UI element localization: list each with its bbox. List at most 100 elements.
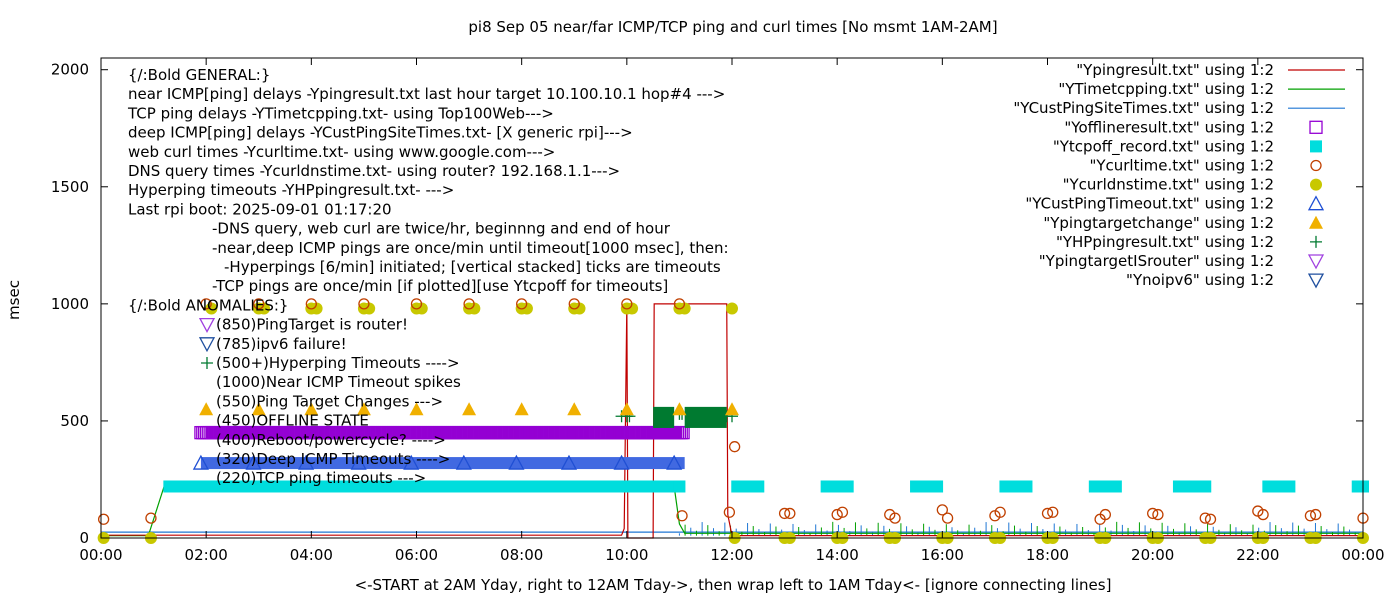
series-ycurldnstime-marker	[258, 302, 271, 315]
series-ycurltime-marker	[1041, 507, 1054, 520]
series-ycurltime-marker	[1147, 507, 1159, 520]
x-tick-label: 10:00	[605, 546, 648, 564]
series-ypingtargetchange-marker	[199, 402, 214, 416]
x-tick-label: 00:00	[1341, 546, 1384, 564]
annotation-line: (850)PingTarget is router!	[216, 316, 408, 334]
annotation-line: -near,deep ICMP pings are once/min until…	[212, 239, 729, 257]
series-ypingtargetchange-marker	[514, 402, 529, 416]
series-ytcpoff-record-marker	[820, 480, 854, 493]
legend-label: "YCustPingTimeout.txt" using 1:2	[1025, 195, 1274, 213]
annotation-line: Last rpi boot: 2025-09-01 01:17:20	[128, 200, 392, 218]
legend-label: "Ytcpoff_record.txt" using 1:2	[1053, 137, 1274, 156]
series-ycurltime-marker	[784, 507, 796, 520]
y-tick-label: 500	[60, 412, 89, 430]
series-ycurldnstime-marker	[726, 302, 738, 315]
series-ycustpingtimeout-marker	[560, 454, 578, 470]
series-ycurltime-marker	[97, 513, 110, 525]
series-ytcpoff-record-marker	[1351, 480, 1369, 493]
annotation-line: web curl times -Ycurltime.txt- using www…	[128, 143, 555, 161]
series-yhppingresult-block	[653, 406, 675, 428]
series-ycurltime-marker	[253, 298, 265, 310]
series-ycurltime-marker	[1047, 506, 1059, 518]
series-ycurltime-marker	[1310, 508, 1322, 521]
legend-label: "Ycurltime.txt" using 1:2	[1089, 157, 1274, 175]
anomaly-ipv6-marker	[198, 337, 216, 353]
series-ypingtargetchange-marker	[725, 402, 739, 416]
legend-swatch	[1309, 215, 1323, 229]
annotation-line: deep ICMP[ping] delays -YCustPingSiteTim…	[128, 124, 633, 142]
series-ycurldnstime-marker	[678, 302, 691, 315]
series-ycurltime-marker	[305, 298, 317, 310]
series-ycurltime-marker	[1304, 510, 1317, 522]
x-axis-label: <-START at 2AM Yday, right to 12AM Tday-…	[355, 576, 1112, 594]
legend: "Ypingresult.txt" using 1:2"YTimetcpping…	[1013, 61, 1345, 289]
series-ycurltime-marker	[1099, 508, 1111, 521]
legend-label: "Ypingtargetchange" using 1:2	[1043, 214, 1274, 232]
series-ycurltime-marker	[728, 441, 741, 453]
series-ytcpoff-record-marker	[1262, 480, 1296, 493]
annotation-line: {/:Bold ANOMALIES:}	[128, 296, 288, 314]
legend-label: "Ypingresult.txt" using 1:2	[1076, 61, 1274, 79]
x-tick-label: 16:00	[921, 546, 964, 564]
series-ycurldnstime-marker	[468, 302, 481, 315]
series-ycustpingtimeout-marker	[508, 454, 525, 470]
series-ypingtargetchange-marker	[409, 402, 424, 416]
y-tick-label: 2000	[51, 61, 89, 79]
series-ypingtargetchange-marker	[304, 402, 319, 416]
series-ycurltime-marker	[1204, 513, 1217, 525]
legend-swatch	[1310, 178, 1322, 191]
series-ycurltime-marker	[568, 298, 580, 310]
series-ycurltime-marker	[145, 512, 157, 524]
series-ycurltime-marker	[676, 510, 688, 522]
legend-swatch	[1309, 120, 1323, 134]
series-ytcpoff-record-marker	[731, 480, 765, 493]
series-ycurltime-marker	[889, 512, 901, 524]
series-ytcpoff-record-marker	[1188, 480, 1212, 493]
series-ycurldnstime-marker	[205, 302, 218, 315]
series-ytcpoff-record-marker	[1172, 480, 1191, 493]
annotation-line: -TCP pings are once/min [if plotted][use…	[212, 277, 668, 295]
legend-label: "Ycurldnstime.txt" using 1:2	[1063, 176, 1274, 194]
series-ycurltime-marker	[621, 298, 633, 310]
annotation-line: (450)OFFLINE STATE	[216, 412, 369, 430]
series-ycustpingtimeout-marker	[297, 454, 315, 470]
legend-swatch	[1310, 159, 1322, 172]
series-ycurltime-marker	[831, 508, 843, 521]
series-ypingtargetchange-marker	[462, 402, 477, 416]
series-ycustpingtimeout-marker	[455, 454, 472, 470]
annotation-line: (320)Deep ICMP Timeouts ---->	[216, 450, 450, 468]
y-axis-label: msec	[5, 280, 23, 320]
x-tick-label: 04:00	[290, 546, 333, 564]
series-ycurltime-marker	[463, 298, 475, 310]
series-ycustpingtimeout-marker	[192, 454, 209, 470]
y-tick-label: 0	[79, 529, 89, 547]
series-ypingtargetchange-marker	[251, 402, 266, 416]
series-ycurldnstime-marker	[573, 302, 586, 315]
annotation-line: {/:Bold GENERAL:}	[128, 66, 270, 84]
series-ycurltime-marker	[994, 506, 1006, 518]
legend-swatch	[1310, 235, 1322, 248]
series-ycurltime-marker	[1152, 508, 1164, 521]
legend-swatch	[1310, 140, 1322, 153]
series-ycurltime-marker	[200, 298, 212, 310]
series-ytcpoff-record-marker	[910, 480, 944, 493]
series-ycurltime-marker	[778, 507, 791, 520]
annotation-line: -Hyperpings [6/min] initiated; [vertical…	[224, 258, 721, 276]
series-ytcpoff-record-marker	[673, 480, 686, 493]
legend-label: "YpingtargetISrouter" using 1:2	[1039, 252, 1274, 270]
series-ycurldnstime-marker	[363, 302, 376, 315]
series-ycurltime-marker	[410, 298, 423, 310]
legend-label: "Ynoipv6" using 1:2	[1126, 271, 1274, 289]
x-tick-label: 02:00	[185, 546, 228, 564]
annotations-layer: {/:Bold GENERAL:}near ICMP[ping] delays …	[127, 66, 729, 487]
series-ycurldnstime-marker	[626, 302, 639, 315]
series-ycurltime-marker	[516, 298, 528, 310]
x-tick-label: 06:00	[395, 546, 438, 564]
series-yhppingresult-block	[684, 406, 727, 428]
series-ycurldnstime-marker	[310, 302, 323, 315]
series-ypingtargetchange-marker	[619, 402, 634, 416]
series-ypingtargetchange-marker	[672, 402, 687, 416]
annotation-line: -DNS query, web curl are twice/hr, begin…	[212, 220, 671, 238]
x-tick-label: 20:00	[1131, 546, 1174, 564]
